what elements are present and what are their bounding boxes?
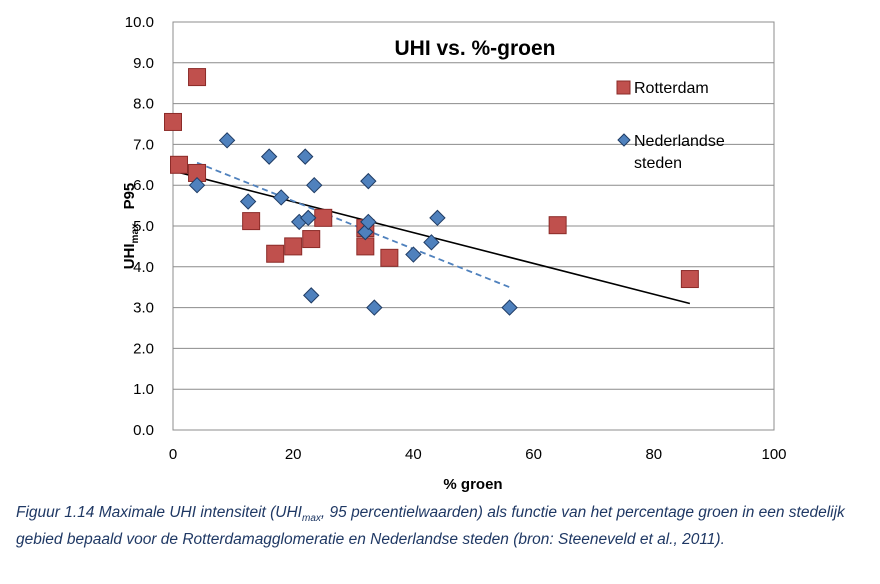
y-tick-label: 9.0 xyxy=(133,55,154,72)
legend-marker-nederlandse-steden xyxy=(617,133,631,147)
rotterdam-point xyxy=(242,212,261,231)
rotterdam-point xyxy=(164,112,182,131)
legend-label-nederlandse-steden: Nederlandse steden xyxy=(634,133,725,172)
nederlandse-steden-point xyxy=(300,209,317,227)
scatter-chart: 0.0 1.0 2.0 3.0 4.0 5.0 6.0 7.0 8.0 9.0 10.0 0 20 40 6… xyxy=(121,14,787,493)
figure-caption: Figuur 1.14 Maximale UHI intensiteit (UH… xyxy=(16,502,872,550)
y-tick-label: 2.0 xyxy=(133,340,154,357)
y-axis-title: UHImaxP95 xyxy=(121,183,141,270)
trendline-nederlandse-steden xyxy=(196,161,510,289)
legend: Rotterdam Nederlandse steden xyxy=(616,80,725,172)
rotterdam-point xyxy=(302,230,321,249)
nederlandse-steden-point xyxy=(423,234,440,251)
rotterdam-point xyxy=(548,216,567,235)
gridlines xyxy=(173,62,774,390)
nederlandse-steden-point xyxy=(360,213,377,231)
nederlandse-steden-point xyxy=(303,287,320,304)
rotterdam-point xyxy=(680,270,699,289)
y-tick-label: 7.0 xyxy=(133,136,154,153)
y-tick-label: 6.0 xyxy=(133,177,154,194)
y-tick-label: 5.0 xyxy=(133,218,154,235)
nederlandse-steden-point xyxy=(272,189,290,206)
legend-marker-rotterdam xyxy=(616,80,631,95)
nederlandse-steden-point xyxy=(360,172,377,190)
y-tick-label: 4.0 xyxy=(133,259,154,276)
data-points xyxy=(164,68,699,316)
rotterdam-point xyxy=(266,244,285,263)
nederlandse-steden-point xyxy=(218,132,236,149)
x-axis-title: % groen xyxy=(443,476,502,493)
nederlandse-steden-point xyxy=(260,148,278,165)
x-tick-label: 60 xyxy=(525,446,542,463)
chart-title: UHI vs. %-groen xyxy=(394,37,555,60)
rotterdam-point xyxy=(284,237,303,256)
nederlandse-steden-point xyxy=(306,176,323,194)
x-tick-label: 80 xyxy=(645,446,662,463)
nederlandse-steden-point xyxy=(239,193,257,210)
x-tick-label: 20 xyxy=(285,446,302,463)
nederlandse-steden-point xyxy=(366,299,383,316)
caption-suffix: , 95 percentielwaarden) als functie van … xyxy=(16,504,845,549)
nederlandse-steden-point xyxy=(297,148,314,165)
y-tick-label: 1.0 xyxy=(133,381,154,398)
rotterdam-point xyxy=(170,155,189,174)
caption-subscript: max xyxy=(302,513,321,525)
legend-label-rotterdam: Rotterdam xyxy=(634,80,709,97)
x-tick-label: 40 xyxy=(405,446,422,463)
y-tick-label: 3.0 xyxy=(133,300,154,317)
x-tick-label: 100 xyxy=(761,446,786,463)
nederlandse-steden-point xyxy=(405,246,422,263)
y-tick-label: 0.0 xyxy=(133,422,154,439)
rotterdam-point xyxy=(188,68,207,87)
rotterdam-point xyxy=(356,237,375,256)
nederlandse-steden-point xyxy=(188,176,206,194)
y-tick-label: 8.0 xyxy=(133,96,154,113)
tick-labels: 0.0 1.0 2.0 3.0 4.0 5.0 6.0 7.0 8.0 9.0 10.0 0 20 40 6… xyxy=(125,14,787,463)
y-tick-label: 10.0 xyxy=(125,14,154,31)
nederlandse-steden-point xyxy=(501,299,518,316)
x-tick-label: 0 xyxy=(169,446,177,463)
rotterdam-point xyxy=(314,208,333,227)
rotterdam-point xyxy=(380,248,399,267)
caption-prefix: Figuur 1.14 Maximale UHI intensiteit (UH… xyxy=(16,504,302,521)
nederlandse-steden-point xyxy=(429,209,446,227)
